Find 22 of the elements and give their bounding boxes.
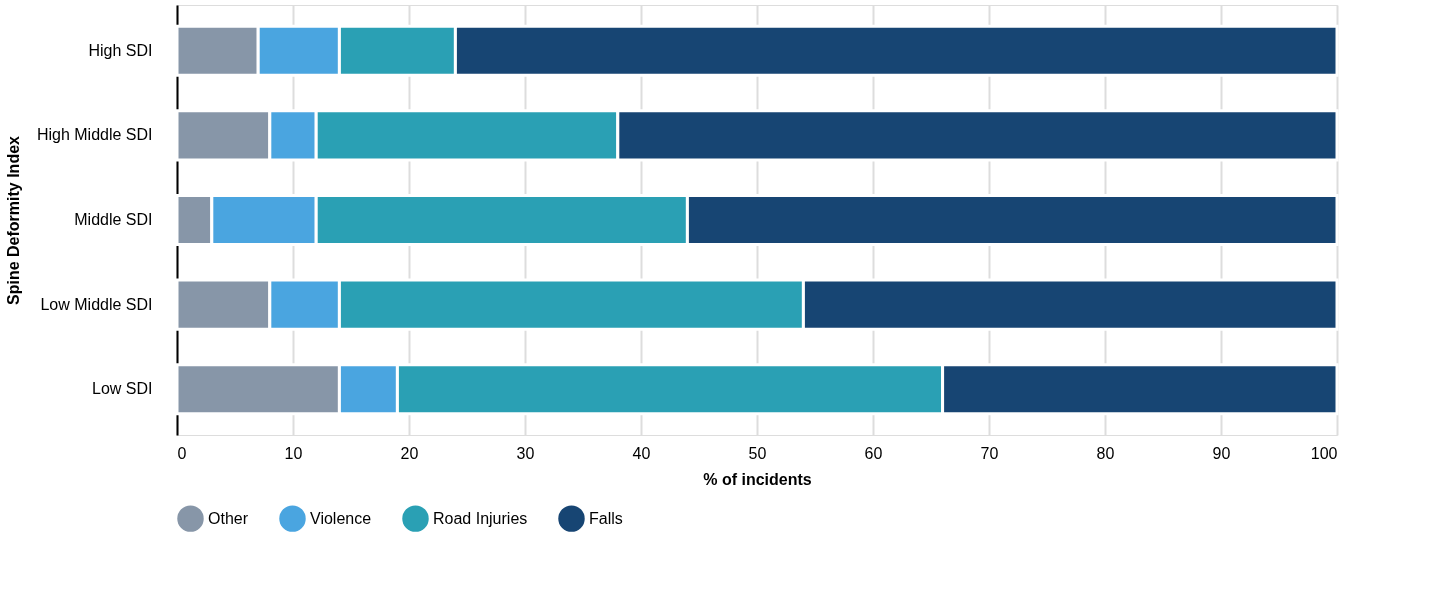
legend-label: Falls bbox=[589, 509, 623, 527]
x-tick-label: 30 bbox=[516, 444, 535, 462]
legend-label: Road Injuries bbox=[433, 509, 528, 527]
x-tick-label: 50 bbox=[748, 444, 767, 462]
y-tick-label: Middle SDI bbox=[74, 211, 153, 228]
x-tick-label: 80 bbox=[1096, 444, 1115, 462]
legend-label: Violence bbox=[310, 509, 372, 527]
x-tick-label: 90 bbox=[1212, 444, 1231, 462]
x-tick-label: 100 bbox=[1310, 444, 1338, 462]
x-tick-label: 60 bbox=[864, 444, 883, 462]
x-tick-label: 10 bbox=[284, 444, 303, 462]
y-tick-label: Low Middle SDI bbox=[40, 295, 153, 313]
y-axis-title: Spine Deformity Index bbox=[4, 135, 22, 305]
x-tick-label: 70 bbox=[980, 444, 999, 462]
x-tick-label: 0 bbox=[177, 444, 187, 462]
x-tick-label: 40 bbox=[632, 444, 651, 462]
y-tick-label: Low SDI bbox=[92, 380, 153, 398]
x-tick-label: 20 bbox=[400, 444, 419, 462]
legend-label: Other bbox=[208, 509, 249, 527]
x-axis-title: % of incidents bbox=[703, 470, 812, 488]
y-tick-label: High Middle SDI bbox=[36, 126, 153, 144]
y-tick-label: High SDI bbox=[88, 41, 153, 59]
